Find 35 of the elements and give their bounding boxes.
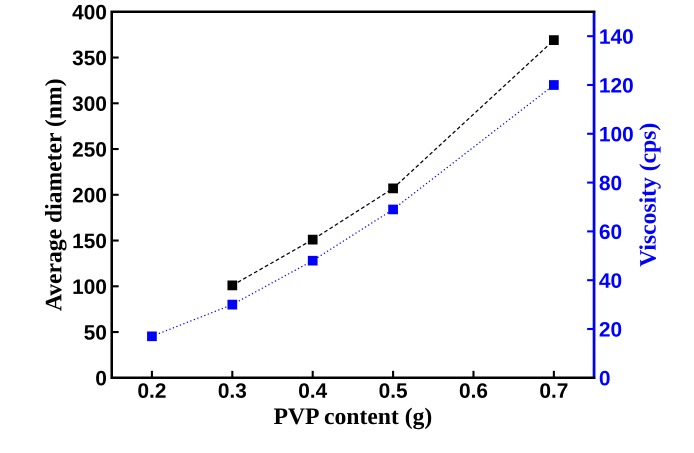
y-tick-label: 150 bbox=[73, 234, 106, 248]
point bbox=[308, 256, 318, 266]
y-tick-label: 200 bbox=[72, 188, 106, 203]
x-tick-label: 0.3 bbox=[218, 383, 246, 398]
point bbox=[227, 300, 238, 310]
y-tick-label: 350 bbox=[72, 50, 106, 66]
x-tick-label: 0.5 bbox=[379, 383, 407, 398]
y-tick-label: 400 bbox=[72, 4, 106, 20]
x-axis-title: PVP content (g) bbox=[274, 408, 432, 430]
y2-tick-label: 100 bbox=[600, 126, 633, 142]
y2-tick-label: 20 bbox=[600, 322, 622, 337]
x-tick-label: 0.7 bbox=[540, 383, 568, 398]
y-tick-label: 0 bbox=[96, 370, 106, 386]
y2-tick-label: 120 bbox=[600, 78, 633, 93]
y-tick-label: 250 bbox=[72, 142, 106, 157]
point bbox=[308, 234, 318, 244]
point bbox=[388, 204, 398, 214]
point bbox=[388, 184, 398, 194]
point bbox=[147, 331, 157, 342]
y2-tick-label: 40 bbox=[599, 273, 622, 288]
y-tick-label: 100 bbox=[73, 279, 106, 294]
y-tick-label: 300 bbox=[72, 96, 106, 112]
x-tick-label: 0.2 bbox=[138, 383, 166, 398]
y2-tick-label: 60 bbox=[600, 224, 622, 240]
y2-tick-label: 140 bbox=[600, 29, 633, 44]
y2-axis-title: Viscosity (cps) bbox=[639, 124, 661, 267]
y-axis-title: Average diameter (nm) bbox=[44, 80, 67, 311]
y2-tick-label: 0 bbox=[600, 370, 610, 386]
point bbox=[549, 80, 559, 90]
x-tick-label: 0.6 bbox=[460, 383, 488, 398]
y-tick-label: 50 bbox=[84, 325, 106, 340]
y2-tick-label: 80 bbox=[600, 176, 622, 190]
point bbox=[227, 280, 238, 290]
point bbox=[549, 35, 559, 46]
x-tick-label: 0.4 bbox=[299, 383, 328, 398]
